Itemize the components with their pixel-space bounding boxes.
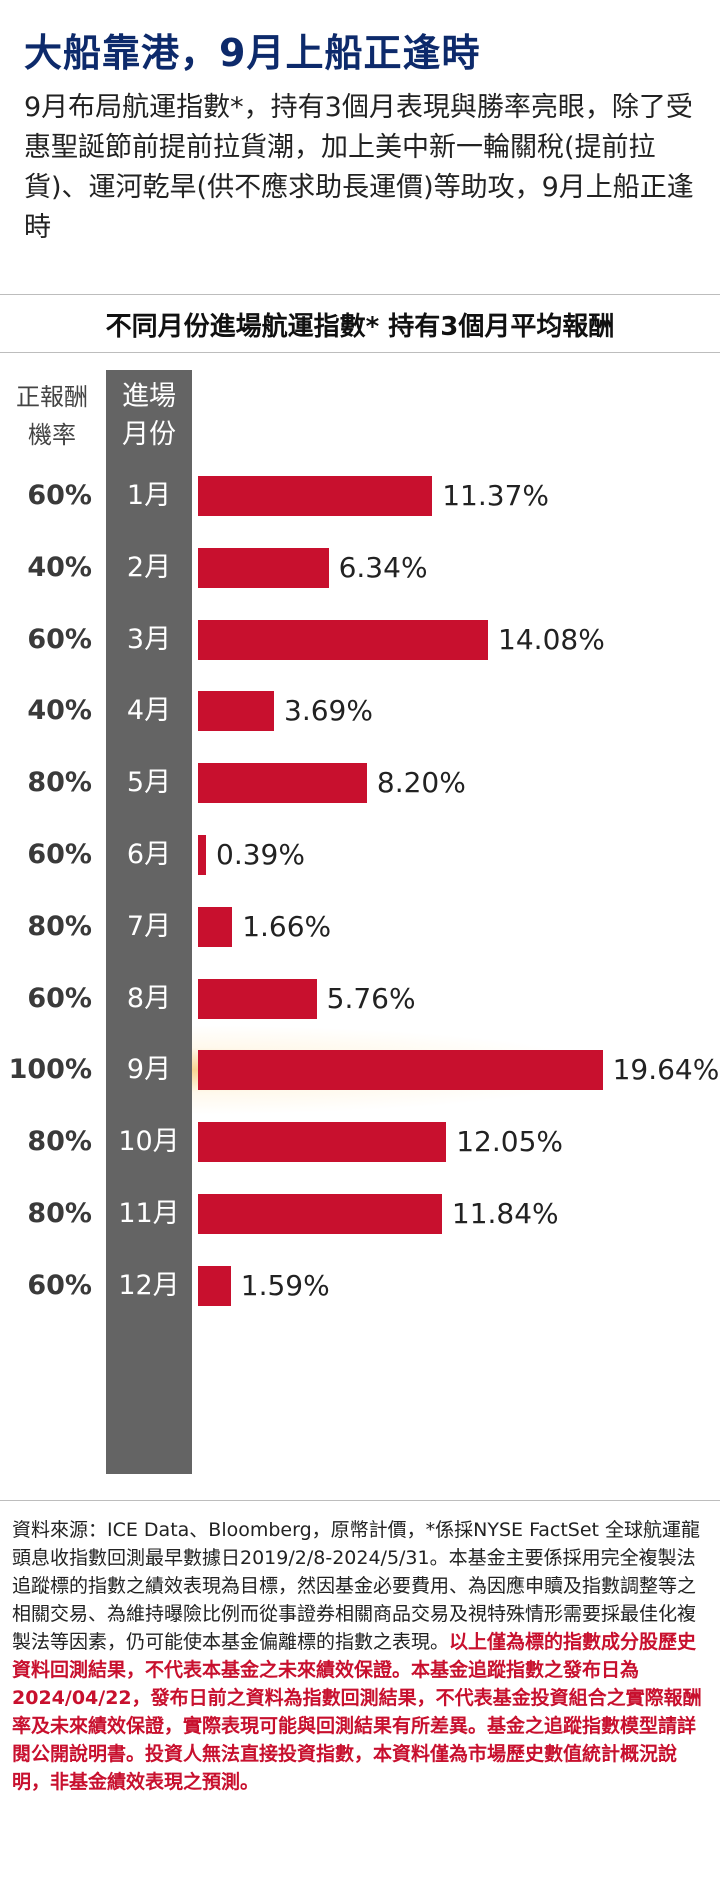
bar [198,763,367,803]
footnote-disclaimer: 以上僅為標的指數成分股歷史資料回測結果，不代表本基金之未來績效保證。本基金追蹤指… [12,1631,702,1793]
bar-value-label: 12.05% [456,1125,563,1158]
chart-row: 80% 11月 11.84% [0,1194,720,1234]
entry-month-header: 進場月份 [106,378,192,454]
chart-row: 80% 10月 12.05% [0,1122,720,1162]
month-tick-label: 9月 [126,1054,172,1085]
bar [198,548,329,588]
divider-top [0,294,720,295]
chart-row: 80% 5月 8.20% [0,763,720,803]
bar-value-label: 0.39% [216,838,305,871]
bar-value-label: 8.20% [376,766,466,799]
bar-value-label: 5.76% [326,982,416,1015]
divider-title [0,352,720,353]
win-rate-label: 100% [8,1054,92,1085]
chart-row: 60% 3月 14.08% [0,620,720,660]
chart-row: 60% 8月 5.76% [0,979,720,1019]
month-tick-label: 4月 [126,695,172,726]
win-rate-label: 60% [27,480,92,511]
bar [198,1050,603,1090]
bar-value-label: 19.64% [612,1053,720,1086]
month-tick-label: 2月 [126,552,172,583]
win-rate-label: 80% [27,767,92,798]
bar-value-label: 11.37% [442,479,549,512]
divider-bottom [0,1500,720,1501]
bar [198,835,207,875]
win-rate-label: 60% [27,983,92,1014]
bar [198,691,274,731]
chart-row: 40% 2月 6.34% [0,548,720,588]
win-rate-header: 正報酬機率 [0,378,104,454]
month-tick-label: 6月 [126,839,172,870]
bar-value-label: 1.66% [242,910,332,943]
month-tick-label: 11月 [118,1198,180,1229]
month-tick-label: 8月 [126,983,172,1014]
bar [198,907,233,947]
chart-title: 不同月份進場航運指數* 持有3個月平均報酬 [105,312,615,342]
chart-row: 100% 9月 19.64% [0,1050,720,1090]
win-rate-label: 40% [27,695,92,726]
entry-month-header-label: 進場月份 [122,381,176,450]
win-rate-label: 60% [27,839,92,870]
bar-value-label: 14.08% [498,623,605,656]
chart-row: 60% 1月 11.37% [0,476,720,516]
footnote: 資料來源：ICE Data、Bloomberg，原幣計價，*係採NYSE Fac… [12,1516,712,1796]
chart-row: 80% 7月 1.66% [0,907,720,947]
intro-text: 9月布局航運指數*，持有3個月表現與勝率亮眼，除了受惠聖誕節前提前拉貨潮，加上美… [24,92,694,243]
bar [198,1266,231,1306]
headline: 大船靠港，9月上船正逢時 [24,31,481,75]
win-rate-label: 80% [27,1198,92,1229]
win-rate-label: 80% [27,1126,92,1157]
month-tick-label: 12月 [118,1270,180,1301]
bar [198,979,317,1019]
chart-row: 60% 12月 1.59% [0,1266,720,1306]
month-tick-label: 3月 [126,624,172,655]
bar [198,1122,447,1162]
month-tick-label: 5月 [126,767,172,798]
win-rate-label: 60% [27,1270,92,1301]
bar-value-label: 3.69% [284,694,373,727]
win-rate-label: 40% [27,552,92,583]
bar [198,1194,442,1234]
month-tick-label: 1月 [126,480,172,511]
bar-value-label: 11.84% [451,1197,559,1230]
chart-row: 60% 6月 0.39% [0,835,720,875]
entry-month-column [106,370,192,1474]
win-rate-label: 60% [27,624,92,655]
footnote-source: 資料來源：ICE Data、Bloomberg，原幣計價，*係採NYSE Fac… [12,1519,701,1653]
month-tick-label: 10月 [118,1126,180,1157]
bar-value-label: 6.34% [338,551,428,584]
month-tick-label: 7月 [126,911,172,942]
win-rate-label: 80% [27,911,92,942]
bar-value-label: 1.59% [240,1269,330,1302]
bar [198,476,433,516]
win-rate-header-label: 正報酬機率 [16,383,88,449]
bar [198,620,489,660]
chart-row: 40% 4月 3.69% [0,691,720,731]
